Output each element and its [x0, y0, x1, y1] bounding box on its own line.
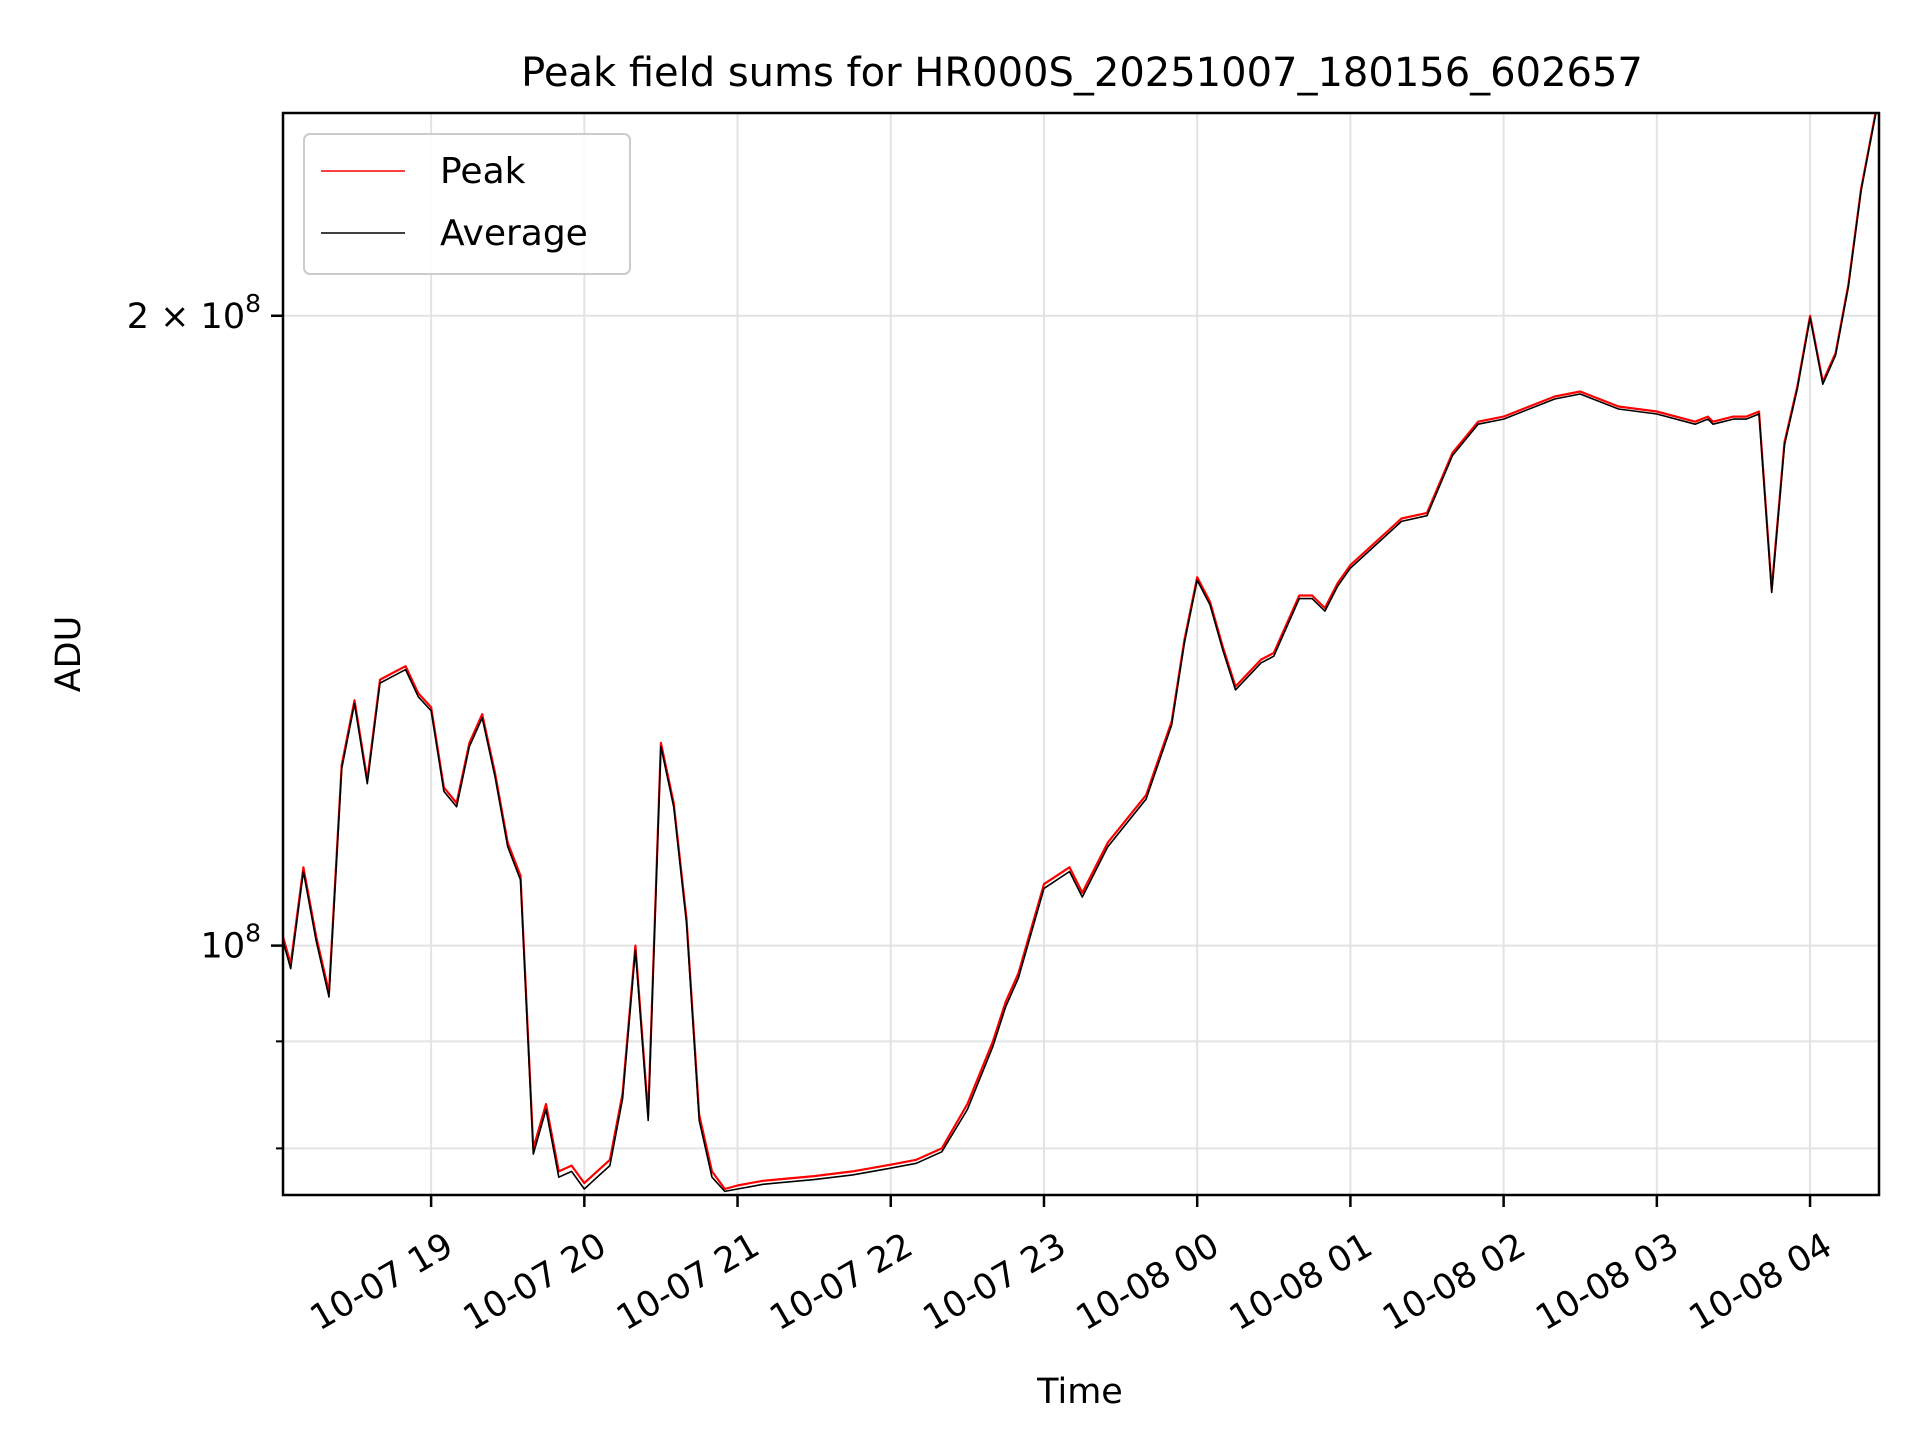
y-tick-label-exponent: 8	[245, 289, 261, 318]
plot-series	[283, 113, 1877, 1193]
plot-frame	[281, 111, 1881, 1197]
y-axis-label: ADU	[49, 616, 89, 693]
chart-title: Peak field sums for HR000S_20251007_1801…	[521, 50, 1643, 96]
series-line-peak	[283, 113, 1877, 1191]
legend-box	[303, 133, 631, 275]
y-tick-label-base: 2 × 10	[127, 297, 245, 337]
legend-entry-average: Average	[440, 213, 588, 254]
y-tick-label-base: 10	[201, 927, 246, 967]
grid	[283, 113, 1879, 1195]
series-line-average	[283, 113, 1877, 1193]
y-tick-label: 108	[201, 919, 261, 967]
y-tick-label-exponent: 8	[245, 919, 261, 948]
legend: Peak Average	[303, 133, 631, 275]
y-tick-label: 2 × 108	[127, 289, 261, 337]
legend-entry-peak: Peak	[440, 151, 526, 192]
x-axis-label: Time	[1036, 1372, 1123, 1412]
